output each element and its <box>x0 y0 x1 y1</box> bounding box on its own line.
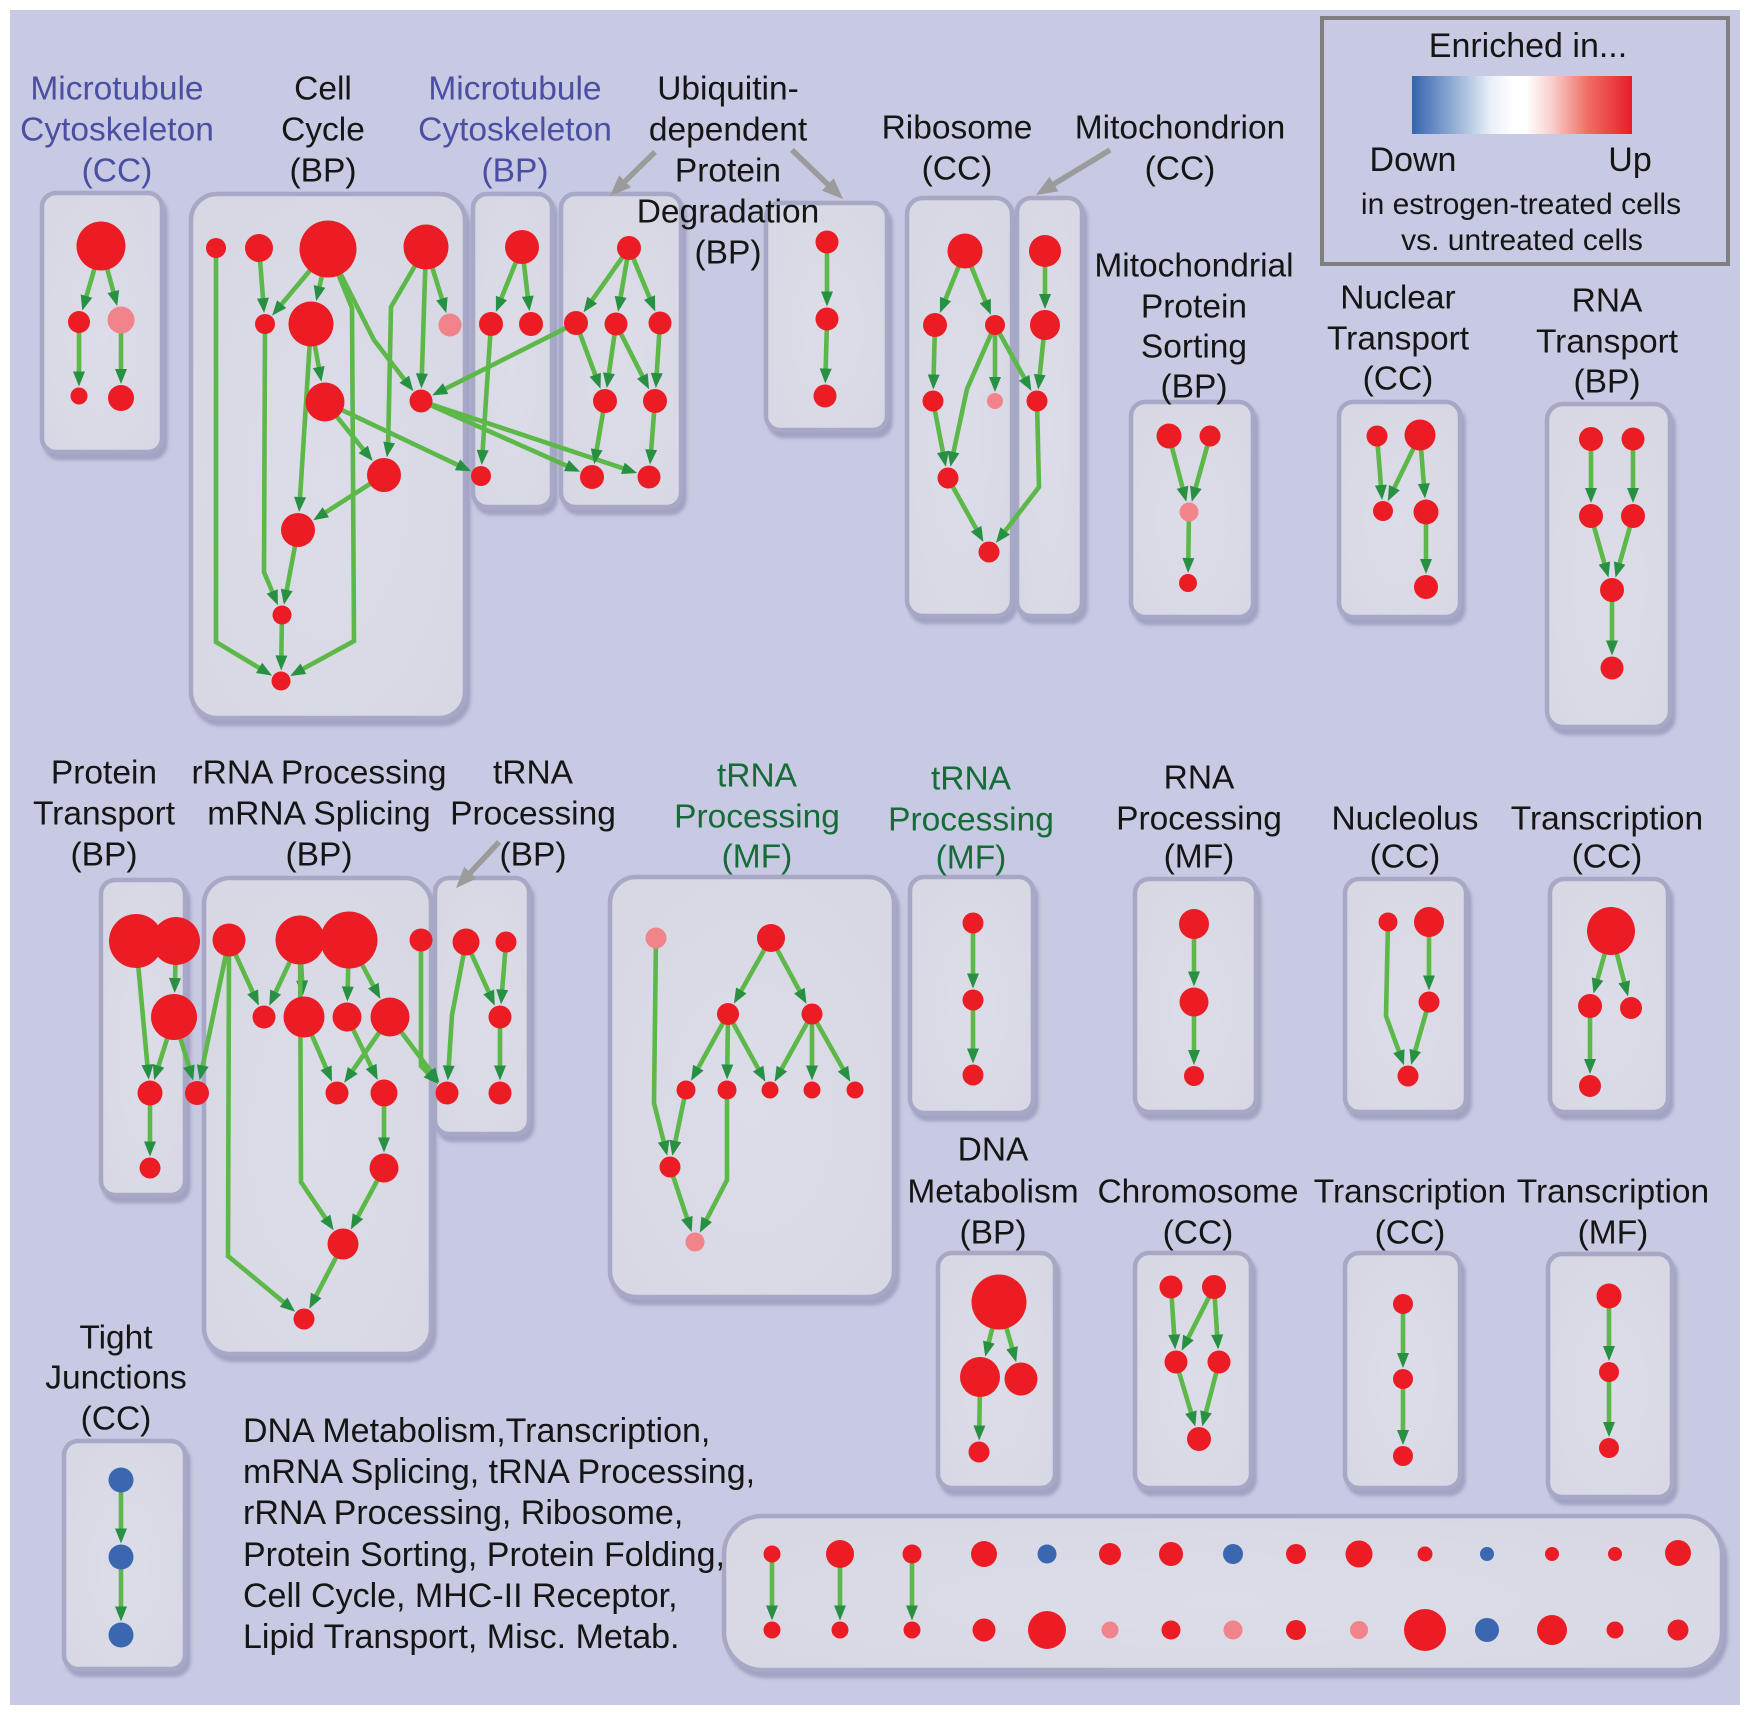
svg-text:(BP): (BP) <box>1161 369 1228 406</box>
svg-text:Ribosome: Ribosome <box>882 110 1033 147</box>
svg-text:(BP): (BP) <box>695 235 762 272</box>
svg-text:dependent: dependent <box>649 112 808 149</box>
svg-text:(CC): (CC) <box>1163 1215 1234 1252</box>
svg-text:Transport: Transport <box>1536 324 1679 361</box>
svg-text:(BP): (BP) <box>71 837 138 874</box>
svg-text:(MF): (MF) <box>722 839 793 876</box>
svg-text:RNA: RNA <box>1164 760 1235 797</box>
svg-text:Transcription: Transcription <box>1511 801 1703 838</box>
svg-text:tRNA: tRNA <box>493 755 574 792</box>
svg-text:(BP): (BP) <box>482 153 549 190</box>
svg-text:Up: Up <box>1608 141 1651 179</box>
svg-text:(CC): (CC) <box>81 1401 152 1438</box>
svg-text:Processing: Processing <box>888 802 1054 839</box>
svg-text:(BP): (BP) <box>1574 364 1641 401</box>
svg-text:Protein: Protein <box>675 153 781 190</box>
svg-text:tRNA: tRNA <box>717 758 798 795</box>
svg-text:vs. untreated cells: vs. untreated cells <box>1401 224 1643 257</box>
svg-text:Cycle: Cycle <box>281 112 365 149</box>
svg-text:Enriched in...: Enriched in... <box>1429 27 1627 65</box>
svg-text:Down: Down <box>1370 141 1457 179</box>
svg-text:Chromosome: Chromosome <box>1097 1174 1298 1211</box>
svg-text:in estrogen-treated cells: in estrogen-treated cells <box>1361 188 1681 221</box>
svg-text:(BP): (BP) <box>960 1215 1027 1252</box>
svg-text:(MF): (MF) <box>936 840 1007 877</box>
svg-text:RNA: RNA <box>1572 283 1643 320</box>
svg-text:Processing: Processing <box>450 796 616 833</box>
svg-text:Transcription: Transcription <box>1517 1174 1709 1211</box>
svg-text:rRNA Processing, Ribosome,: rRNA Processing, Ribosome, <box>243 1494 683 1532</box>
svg-text:(CC): (CC) <box>1375 1215 1446 1252</box>
svg-text:Processing: Processing <box>1116 801 1282 838</box>
svg-text:Tight: Tight <box>79 1320 153 1357</box>
svg-text:Processing: Processing <box>674 799 840 836</box>
svg-text:Cytoskeleton: Cytoskeleton <box>418 112 612 149</box>
svg-text:(CC): (CC) <box>82 153 153 190</box>
svg-text:Transcription: Transcription <box>1314 1174 1506 1211</box>
svg-text:(CC): (CC) <box>1572 839 1643 876</box>
svg-text:(BP): (BP) <box>290 153 357 190</box>
svg-text:(MF): (MF) <box>1578 1215 1649 1252</box>
svg-text:Cell: Cell <box>294 71 352 108</box>
svg-text:(CC): (CC) <box>922 151 993 188</box>
svg-text:Transport: Transport <box>33 796 176 833</box>
svg-text:Cytoskeleton: Cytoskeleton <box>20 112 214 149</box>
svg-text:Ubiquitin-: Ubiquitin- <box>657 71 799 108</box>
svg-text:Nucleolus: Nucleolus <box>1331 801 1478 838</box>
svg-text:mRNA Splicing, tRNA Processing: mRNA Splicing, tRNA Processing, <box>243 1453 755 1491</box>
svg-text:Lipid Transport, Misc. Metab.: Lipid Transport, Misc. Metab. <box>243 1618 680 1656</box>
svg-text:DNA Metabolism,Transcription,: DNA Metabolism,Transcription, <box>243 1412 710 1450</box>
svg-text:Transport: Transport <box>1327 321 1470 358</box>
svg-text:Protein: Protein <box>1141 289 1247 326</box>
svg-text:Sorting: Sorting <box>1141 329 1247 366</box>
svg-text:Protein: Protein <box>51 755 157 792</box>
svg-text:Microtubule: Microtubule <box>30 71 203 108</box>
svg-text:Mitochondrial: Mitochondrial <box>1094 248 1293 285</box>
svg-text:Junctions: Junctions <box>45 1360 187 1397</box>
svg-text:Degradation: Degradation <box>637 194 820 231</box>
svg-text:(BP): (BP) <box>500 837 567 874</box>
svg-text:Microtubule: Microtubule <box>428 71 601 108</box>
svg-text:(BP): (BP) <box>286 837 353 874</box>
svg-text:(CC): (CC) <box>1145 151 1216 188</box>
svg-text:rRNA Processing: rRNA Processing <box>191 755 446 792</box>
svg-text:Nuclear: Nuclear <box>1340 280 1455 317</box>
svg-text:(CC): (CC) <box>1370 839 1441 876</box>
svg-text:Cell Cycle, MHC-II Receptor,: Cell Cycle, MHC-II Receptor, <box>243 1577 678 1615</box>
svg-text:(MF): (MF) <box>1164 839 1235 876</box>
svg-text:DNA: DNA <box>958 1132 1029 1169</box>
svg-text:tRNA: tRNA <box>931 761 1012 798</box>
svg-text:Protein Sorting, Protein Foldi: Protein Sorting, Protein Folding, <box>243 1536 725 1574</box>
svg-text:mRNA Splicing: mRNA Splicing <box>207 796 430 833</box>
svg-text:Mitochondrion: Mitochondrion <box>1075 110 1285 147</box>
svg-text:(CC): (CC) <box>1363 361 1434 398</box>
svg-text:Metabolism: Metabolism <box>907 1174 1078 1211</box>
